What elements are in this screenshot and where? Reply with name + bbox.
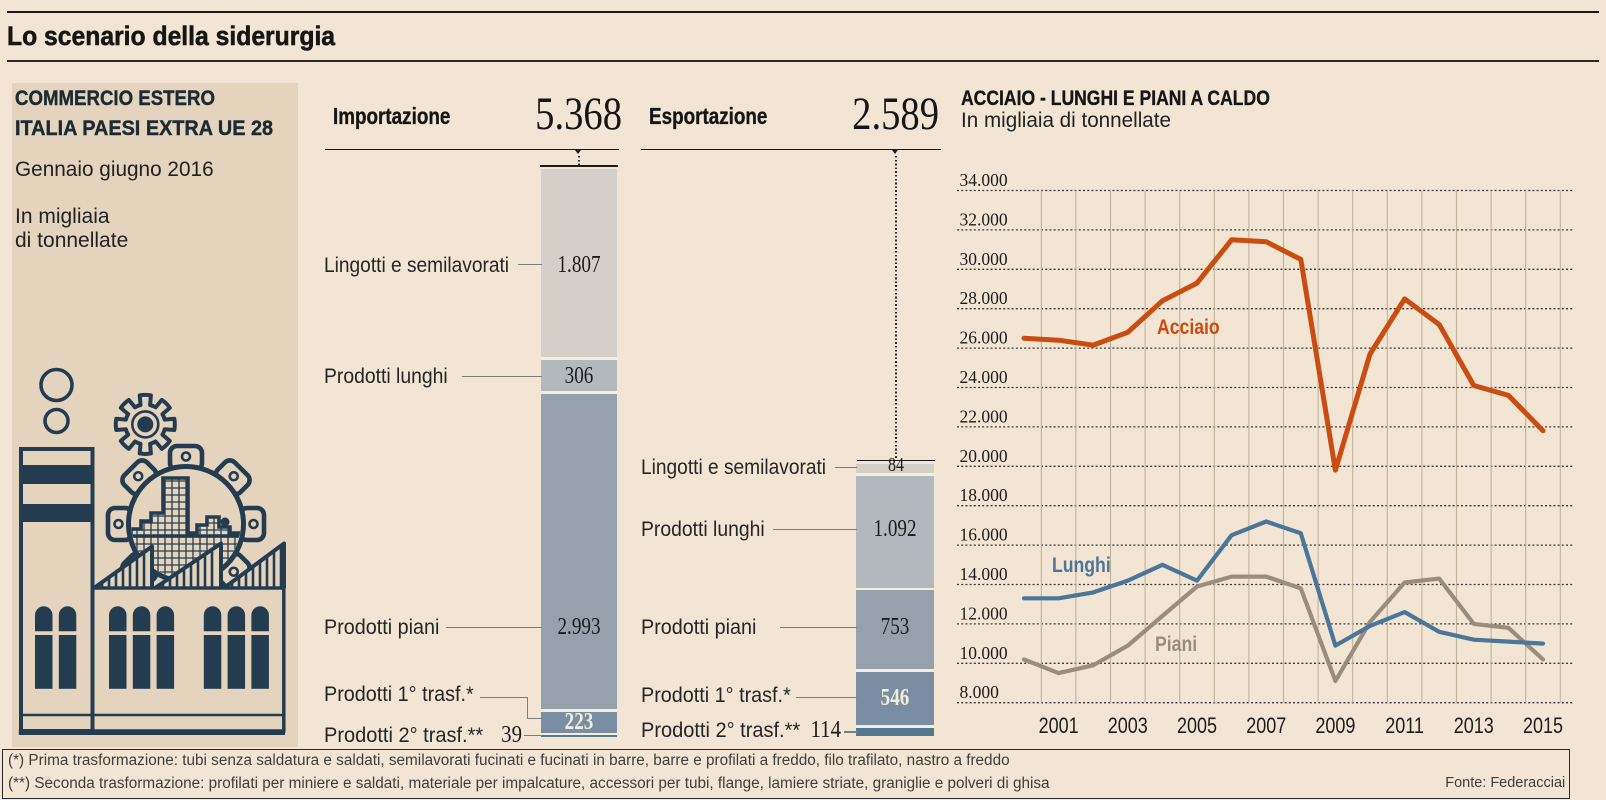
svg-text:2007: 2007 [1246,714,1286,738]
svg-text:2003: 2003 [1108,714,1148,738]
svg-text:2013: 2013 [1454,714,1494,738]
svg-text:18.000: 18.000 [960,485,1008,505]
svg-text:14.000: 14.000 [960,564,1008,584]
svg-text:2005: 2005 [1177,714,1217,738]
svg-text:2015: 2015 [1523,714,1563,738]
svg-text:24.000: 24.000 [960,367,1008,387]
svg-text:26.000: 26.000 [960,328,1008,348]
svg-text:16.000: 16.000 [960,525,1008,545]
svg-text:30.000: 30.000 [960,249,1008,269]
svg-text:32.000: 32.000 [960,209,1008,229]
svg-text:12.000: 12.000 [960,603,1008,623]
svg-text:2009: 2009 [1315,714,1355,738]
svg-text:34.000: 34.000 [960,170,1008,190]
svg-text:Piani: Piani [1155,633,1197,657]
svg-text:2001: 2001 [1039,714,1079,738]
svg-text:2011: 2011 [1385,714,1424,738]
svg-text:22.000: 22.000 [960,406,1008,426]
svg-text:8.000: 8.000 [960,682,1000,702]
svg-text:28.000: 28.000 [960,288,1008,308]
svg-text:10.000: 10.000 [960,643,1008,663]
svg-text:Lunghi: Lunghi [1052,554,1111,578]
svg-text:Acciaio: Acciaio [1157,316,1220,340]
svg-text:20.000: 20.000 [960,446,1008,466]
